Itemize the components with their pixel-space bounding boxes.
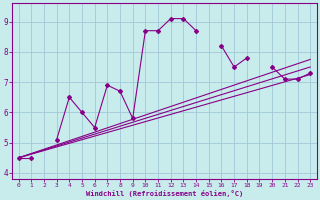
X-axis label: Windchill (Refroidissement éolien,°C): Windchill (Refroidissement éolien,°C) xyxy=(86,190,243,197)
